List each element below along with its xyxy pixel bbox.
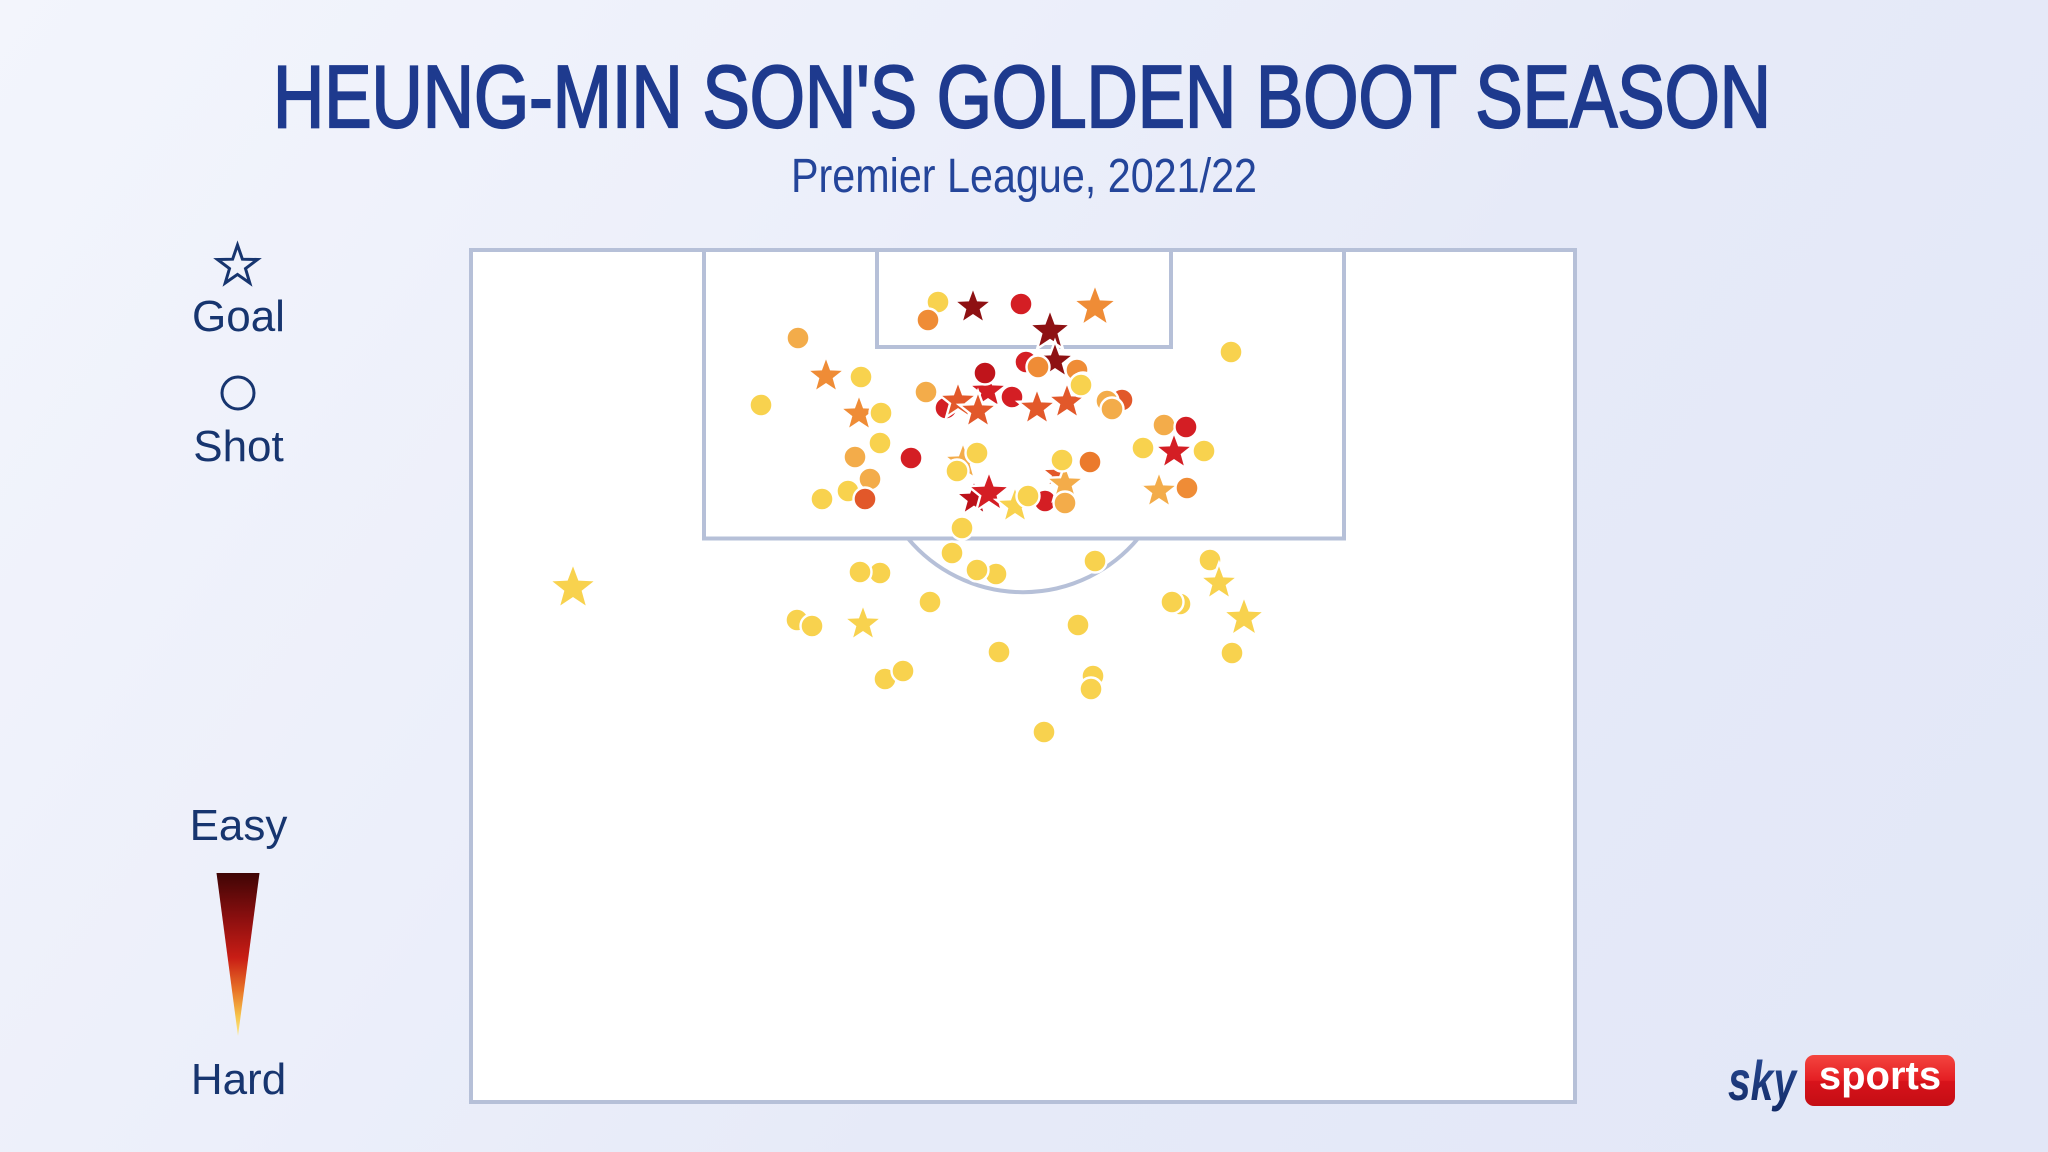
svg-text:Goal: Goal: [192, 292, 285, 341]
svg-text:HEUNG-MIN SON'S GOLDEN BOOT SE: HEUNG-MIN SON'S GOLDEN BOOT SEASON: [273, 47, 1771, 146]
svg-text:Shot: Shot: [193, 422, 284, 471]
svg-text:Premier League, 2021/22: Premier League, 2021/22: [791, 150, 1257, 203]
svg-text:sky: sky: [1728, 1049, 1798, 1112]
svg-text:Easy: Easy: [190, 801, 288, 850]
svg-text:sports: sports: [1819, 1054, 1941, 1098]
svg-text:Hard: Hard: [191, 1055, 286, 1104]
